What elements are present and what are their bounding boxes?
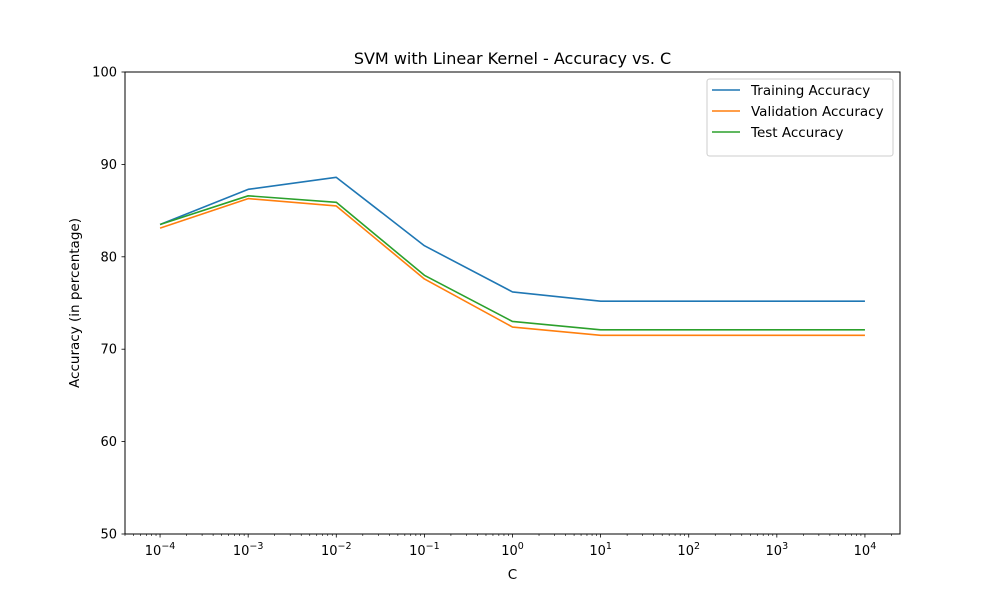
series-line-validation-accuracy [159,197,865,337]
x-tick-label: 10−1 [409,541,440,559]
chart-title: SVM with Linear Kernel - Accuracy vs. C [354,49,671,68]
y-tick-label: 70 [100,343,117,358]
y-tick-label: 80 [100,250,117,265]
x-tick-label: 100 [501,541,524,559]
y-axis: 50 60 70 80 90 100 [92,66,125,543]
x-tick-label: 10−4 [145,541,176,559]
x-tick-label: 103 [766,541,789,559]
x-axis: 10−4 10−3 10−2 10−1 100 101 102 103 104 [145,534,876,559]
legend-label-validation-accuracy: Validation Accuracy [751,104,884,120]
y-tick-label: 60 [100,435,117,450]
series-lines [159,176,865,337]
legend: Training Accuracy Validation Accuracy Test… [706,78,894,157]
x-tick-label: 10−2 [321,541,352,559]
x-tick-label: 102 [677,541,700,559]
y-tick-label: 90 [100,158,117,173]
series-line-training-accuracy [159,176,865,302]
x-axis-label: C [508,567,517,583]
legend-frame [706,78,894,157]
y-tick-label: 100 [92,66,117,81]
legend-label-training-accuracy: Training Accuracy [750,83,870,99]
y-axis-label: Accuracy (in percentage) [67,218,83,388]
y-tick-label: 50 [100,528,117,543]
series-line-test-accuracy [159,195,865,331]
x-tick-label: 101 [589,541,612,559]
x-tick-label: 10−3 [233,541,264,559]
x-tick-label: 104 [854,541,877,559]
legend-label-test-accuracy: Test Accuracy [750,125,844,141]
